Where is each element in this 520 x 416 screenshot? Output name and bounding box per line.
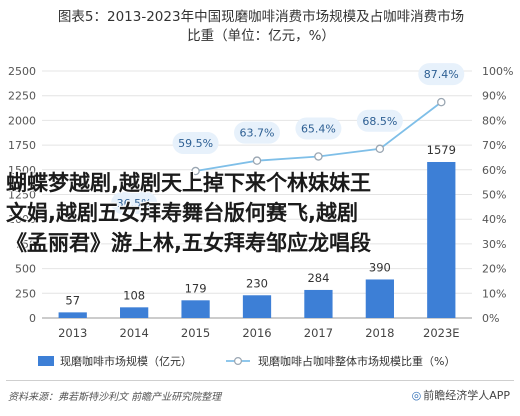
y-left-tick-label: 2000 [8, 114, 36, 127]
chart-title: 图表5：2013-2023年中国现磨咖啡消费市场规模及占咖啡消费市场 比重（单位… [6, 8, 516, 46]
share-point [191, 166, 200, 176]
y-left-tick-label: 1000 [8, 213, 36, 226]
x-tick-label: 2014 [120, 326, 149, 340]
bar-2015 [181, 300, 210, 318]
y-right-tick-label: 70% [482, 139, 506, 152]
x-tick-label: 2018 [365, 326, 394, 340]
y-right-tick-label: 100% [482, 65, 513, 78]
share-label-bubble [356, 109, 403, 132]
overlay-line-2: 文娟,越剧五女拜寿舞台版何赛飞,越剧 [6, 201, 358, 225]
share-label-bubble [418, 63, 465, 86]
chart-title-line1: 图表5：2013-2023年中国现磨咖啡消费市场规模及占咖啡消费市场 [57, 9, 465, 25]
share-point [437, 97, 446, 107]
legend-label-line: 现磨咖啡占咖啡整体市场规模比重（%） [258, 354, 455, 368]
y-left-tick-label: 1500 [8, 164, 36, 177]
legend-swatch-marker [234, 357, 243, 366]
bar-value-label: 230 [246, 276, 268, 290]
y-right-tick-label: 90% [482, 90, 506, 103]
share-point [314, 152, 323, 161]
x-tick-label: 2013 [58, 326, 87, 340]
y-left-tick-label: 1250 [8, 189, 36, 202]
share-value-label: 63.7% [240, 127, 275, 140]
y-left-tick-label: 2500 [8, 65, 36, 78]
bar-value-label: 108 [123, 288, 145, 302]
x-tick-label: 2015 [181, 326, 210, 340]
y-right-tick-label: 10% [482, 287, 506, 300]
y-right-tick-label: 40% [482, 213, 506, 226]
share-value-label: 87.4% [424, 68, 459, 81]
share-point [375, 144, 385, 154]
y-left-tick-label: 0 [29, 312, 36, 325]
x-tick-label: 2016 [242, 326, 271, 340]
chart-title-line2: 比重（单位：亿元，%） [187, 28, 335, 44]
share-value-label: 59.5% [178, 137, 213, 150]
y-right-tick-label: 80% [482, 114, 506, 127]
bar-2014 [120, 307, 149, 318]
bar-value-label: 57 [65, 293, 80, 307]
overlay-line-1: 蝴蝶梦越剧,越剧天上掉下来个林妹妹王 [6, 171, 371, 195]
share-value-label: 36.5% [117, 197, 152, 210]
bar-value-label: 1579 [427, 143, 456, 157]
y-left-tick-label: 500 [15, 263, 36, 276]
share-label-bubble [295, 117, 342, 140]
y-left-tick-label: 2250 [8, 90, 36, 103]
share-label-bubble [234, 121, 280, 144]
y-right-tick-label: 50% [482, 189, 506, 202]
bar-value-label: 390 [369, 260, 391, 274]
overlay-line-3: 《孟丽君》游上林,五女拜寿邹应龙唱段 [6, 231, 371, 255]
share-point [252, 156, 262, 165]
footer-divider [6, 380, 514, 381]
x-tick-label: 2017 [304, 326, 333, 340]
bar-2017 [304, 289, 333, 318]
bar-value-label: 179 [185, 281, 207, 295]
y-right-tick-label: 60% [482, 164, 506, 177]
y-right-tick-label: 0% [482, 312, 499, 325]
bar-2016 [242, 295, 272, 318]
overlay-caption: 蝴蝶梦越剧,越剧天上掉下来个林妹妹王 文娟,越剧五女拜寿舞台版何赛飞,越剧 《孟… [6, 168, 518, 258]
y-left-tick-label: 250 [15, 287, 36, 300]
bar-2013 [58, 312, 87, 318]
x-tick-label: 2023E [423, 326, 460, 340]
share-value-label: 68.5% [362, 115, 397, 128]
brand-logo-icon: ◎ [411, 389, 422, 402]
share-value-label: 65.4% [301, 122, 336, 135]
brand-mark: ◎ 前瞻经济学人APP [412, 387, 510, 403]
bar-2018 [365, 279, 394, 318]
legend-swatch-bar [38, 356, 54, 366]
share-label-bubble [111, 192, 158, 214]
y-right-tick-label: 30% [482, 238, 506, 251]
brand-name: 前瞻经济学人APP [423, 389, 510, 402]
share-label-bubble [172, 132, 219, 155]
y-left-tick-label: 1750 [8, 139, 36, 152]
legend-label-bar: 现磨咖啡市场规模（亿元） [60, 354, 192, 368]
y-left-tick-label: 750 [15, 238, 36, 251]
y-right-tick-label: 20% [482, 263, 506, 276]
bar-2023E [427, 161, 456, 318]
bar-value-label: 284 [307, 271, 329, 285]
source-note: 资料来源：弗若斯特沙利文 前瞻产业研究院整理 [8, 392, 222, 403]
